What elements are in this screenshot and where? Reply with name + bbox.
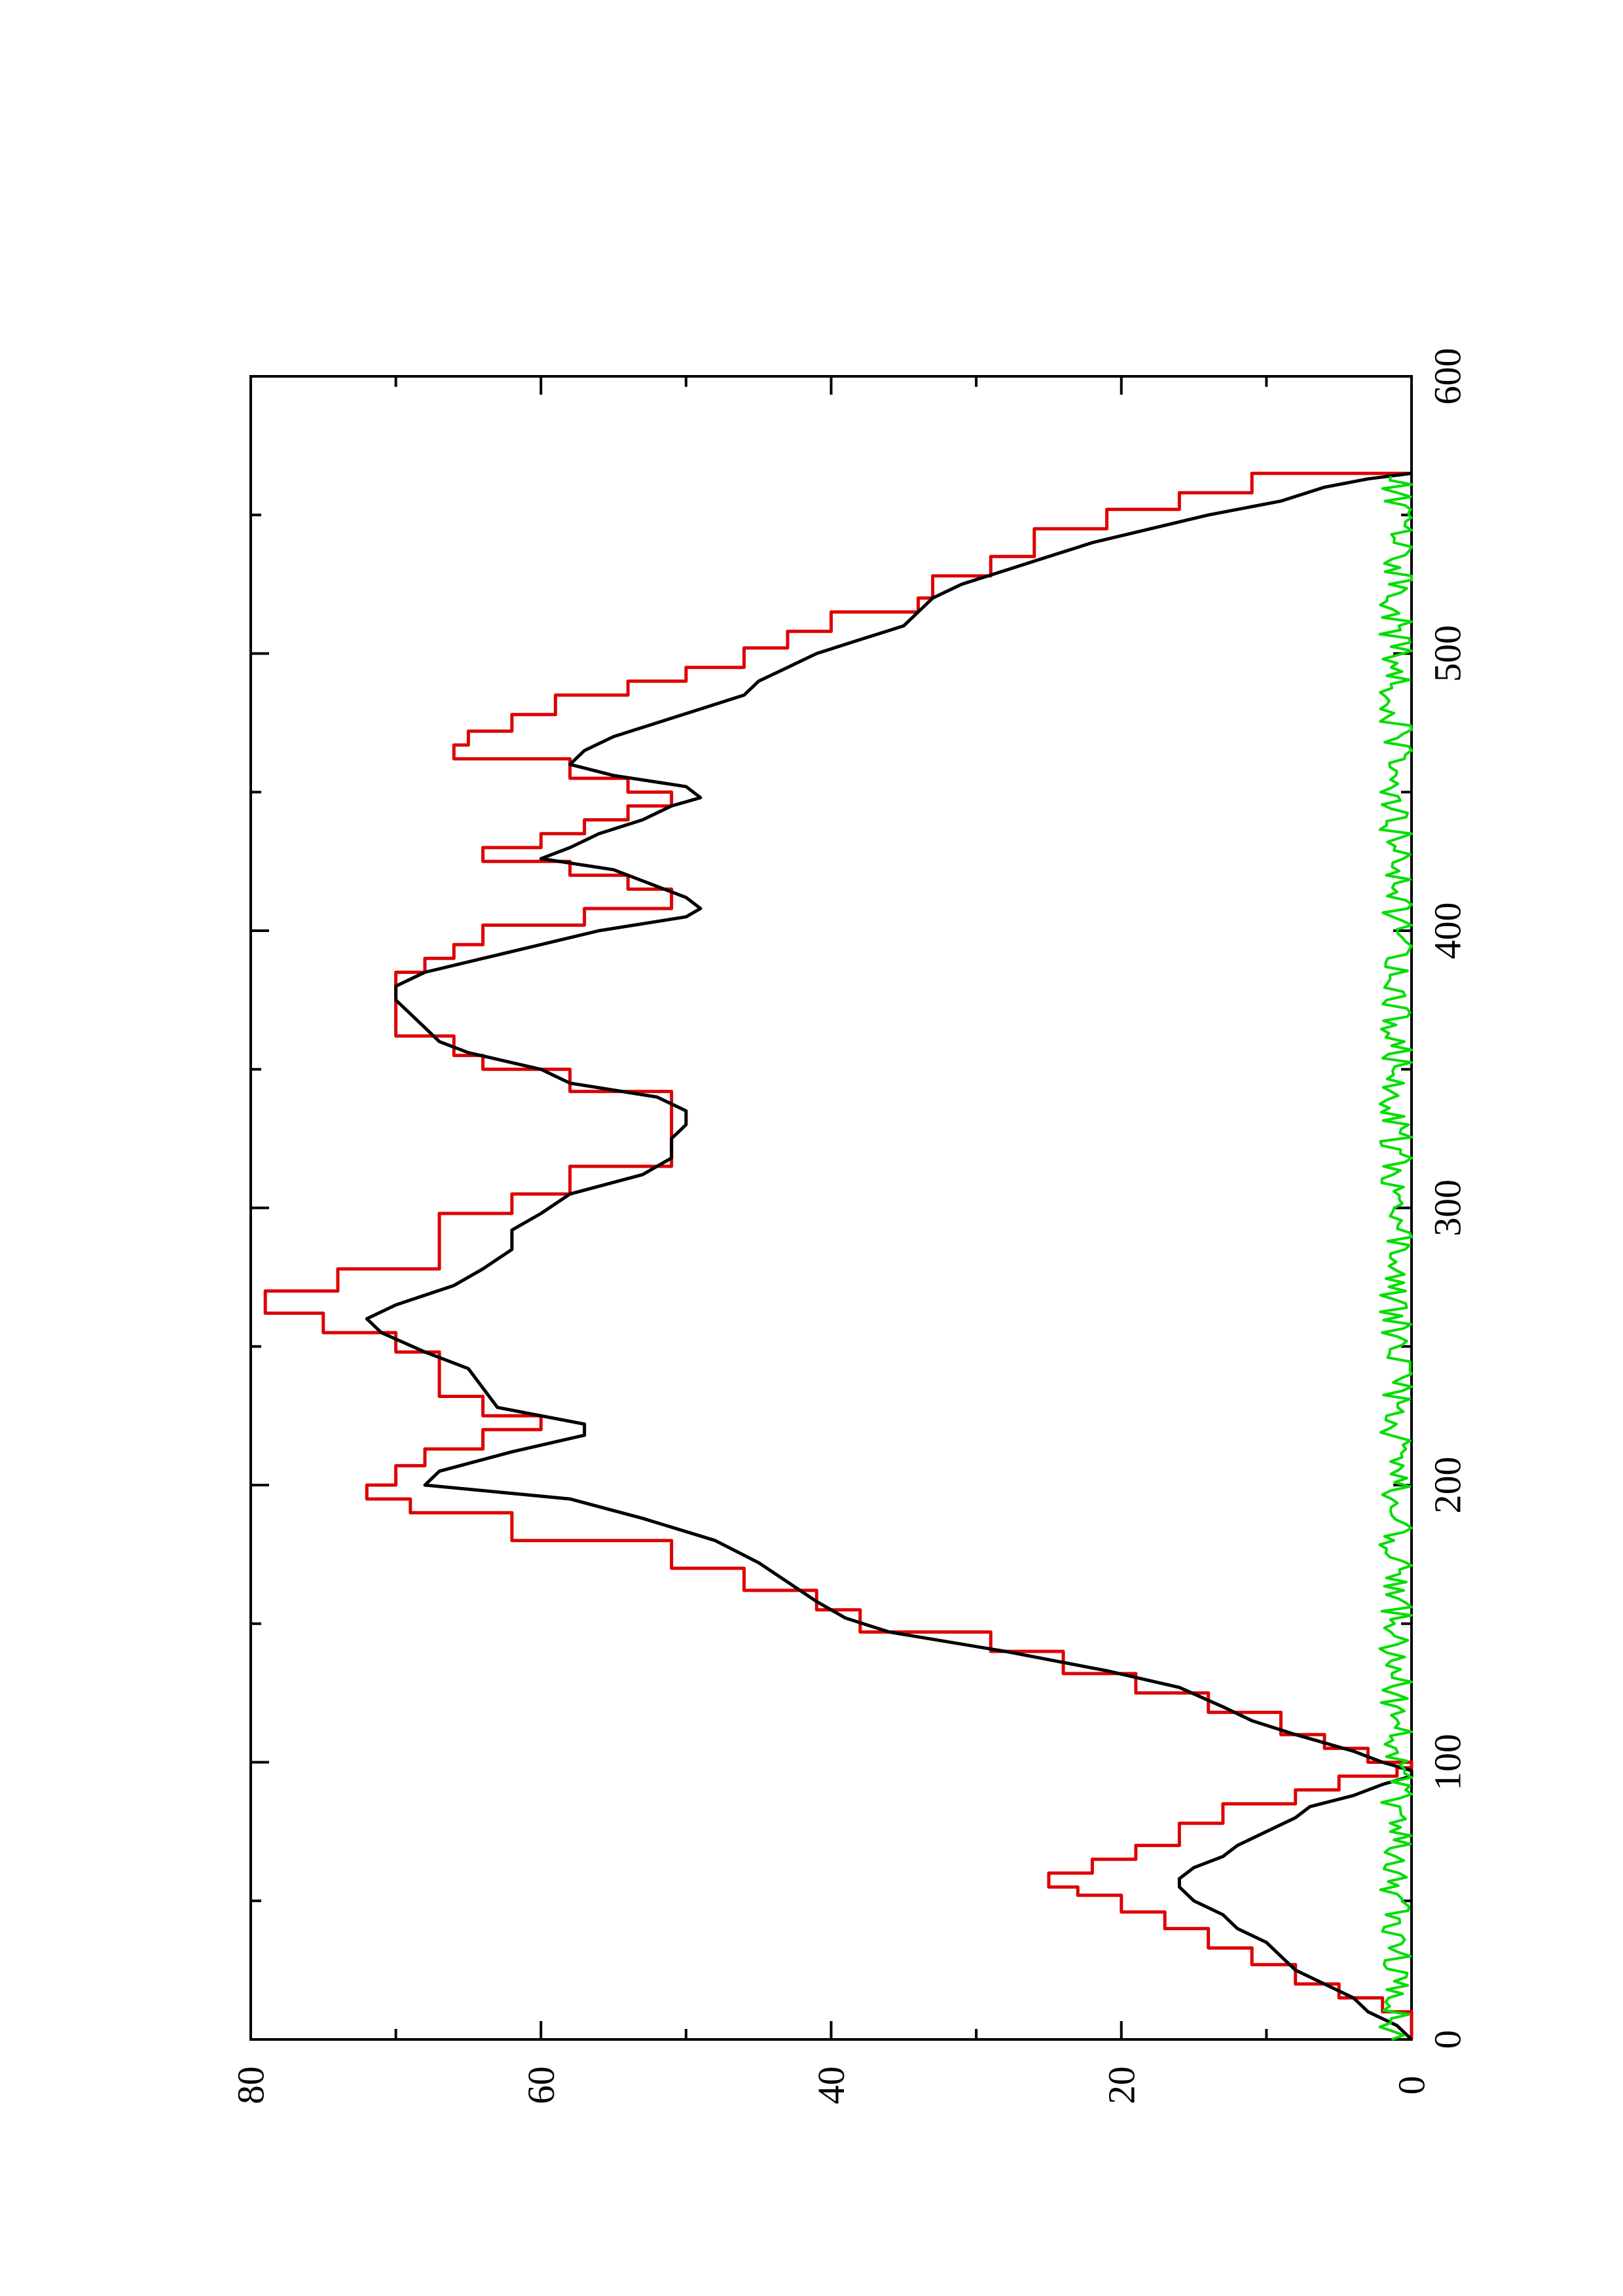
series-line-2 [1378,476,1413,2041]
x-tick-label: 500 [1427,625,1469,682]
x-tick-label: 200 [1427,1457,1469,1514]
series-line-0 [263,471,1413,2039]
x-tick-label: 0 [1427,2030,1469,2049]
axis-ticks [249,375,1413,2041]
x-tick-label: 100 [1427,1734,1469,1791]
tick-labels: 0 100 200 300 400 500 600 0 20 40 60 80 [230,348,1469,2105]
x-tick-label: 300 [1427,1179,1469,1236]
x-tick-label: 600 [1427,348,1469,405]
y-tick-label: 20 [1100,2066,1142,2104]
x-tick-label: 400 [1427,903,1469,960]
y-tick-label: 40 [810,2066,852,2104]
series-line-1 [365,471,1413,2041]
y-tick-label: 0 [1391,2076,1433,2095]
y-tick-label: 60 [520,2066,562,2104]
y-tick-label: 80 [230,2066,272,2104]
chart-series [263,471,1413,2041]
